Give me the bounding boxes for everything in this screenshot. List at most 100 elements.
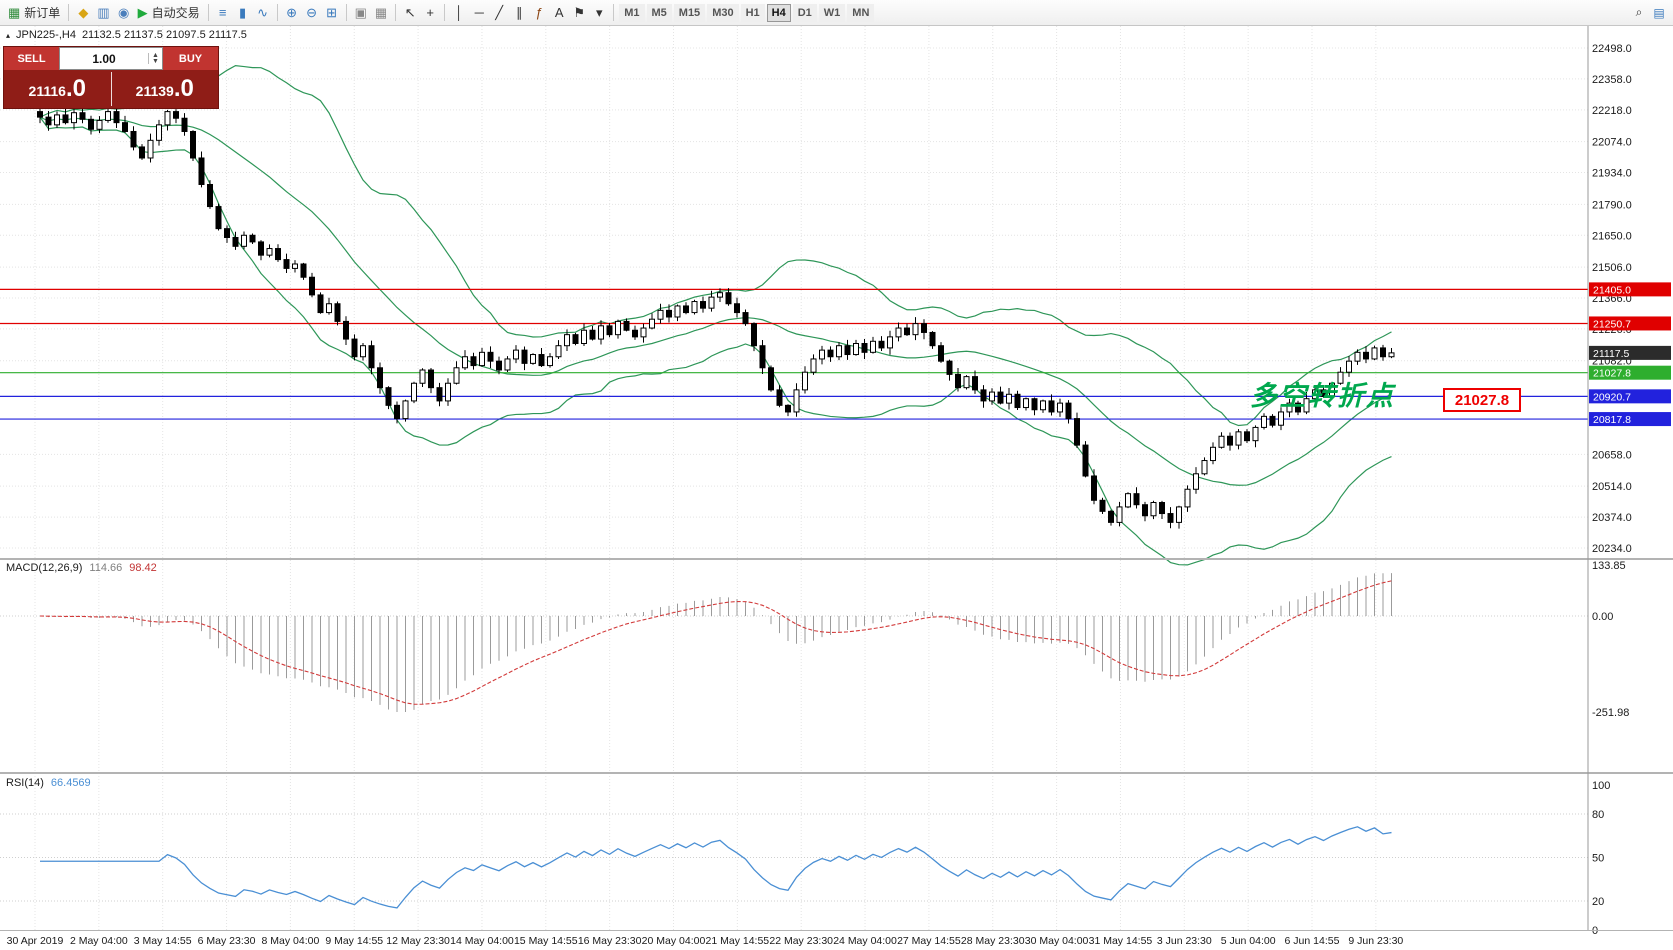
shapes-dropdown-button[interactable]: ▾ bbox=[589, 3, 609, 23]
new-order-button[interactable]: ▦ 新订单 bbox=[4, 3, 64, 23]
candle bbox=[62, 114, 69, 124]
cascade-windows-button[interactable]: ▣ bbox=[351, 3, 371, 23]
arrange-windows-button[interactable]: ▦ bbox=[371, 3, 391, 23]
candle bbox=[207, 183, 213, 208]
candle bbox=[300, 263, 307, 278]
candle bbox=[351, 338, 358, 358]
vertical-line-icon: │ bbox=[455, 5, 464, 20]
hline-price-tag-text: 21250.7 bbox=[1593, 318, 1631, 330]
timeframe-button-m15[interactable]: M15 bbox=[673, 3, 706, 22]
candle bbox=[411, 382, 417, 402]
navigator-button[interactable]: ◉ bbox=[114, 3, 134, 23]
candle bbox=[1040, 400, 1046, 411]
candle bbox=[343, 320, 349, 340]
sell-button[interactable]: SELL bbox=[4, 47, 59, 70]
candlestick-chart-button[interactable]: ▮ bbox=[233, 3, 253, 23]
candle bbox=[895, 327, 902, 338]
timeframe-button-h1[interactable]: H1 bbox=[740, 3, 765, 22]
zoom-out-button[interactable]: ⊖ bbox=[302, 3, 322, 23]
candle bbox=[173, 111, 179, 119]
current-price-tag bbox=[1589, 345, 1671, 360]
top-toolbar: ▦ 新订单 ◆ ▥ ◉ ▶ 自动交易 ≡ ▮ ∿ ⊕ ⊖ ⊞ ▣ ▦ ↖ + │ ─ ╱ ∥ ƒ A ⚑ ▾ M1 M5 M15 M30… bbox=[0, 0, 1673, 26]
candle bbox=[572, 334, 579, 344]
volume-input[interactable]: 1.00 ▲ ▼ bbox=[59, 47, 163, 70]
autotrade-button[interactable]: ▶ 自动交易 bbox=[134, 3, 204, 23]
timeframe-button-m30[interactable]: M30 bbox=[707, 3, 739, 22]
channel-button[interactable]: ∥ bbox=[509, 3, 529, 23]
candle bbox=[215, 206, 222, 230]
search-button[interactable]: ⌕ bbox=[1629, 3, 1649, 23]
candle bbox=[462, 356, 468, 369]
candle bbox=[445, 382, 451, 402]
crosshair-button[interactable]: + bbox=[420, 3, 440, 23]
candle bbox=[912, 323, 919, 336]
candle bbox=[122, 122, 128, 132]
candle bbox=[1023, 398, 1029, 409]
candle bbox=[521, 349, 528, 364]
candle bbox=[479, 351, 485, 367]
trendline-button[interactable]: ╱ bbox=[489, 3, 509, 23]
volume-down-icon[interactable]: ▼ bbox=[152, 57, 159, 65]
buy-button[interactable]: BUY bbox=[163, 47, 218, 70]
candle bbox=[929, 331, 936, 347]
candle bbox=[266, 248, 273, 256]
candle bbox=[385, 387, 392, 406]
panel-splitter[interactable] bbox=[0, 772, 1673, 774]
channel-icon: ∥ bbox=[515, 5, 523, 20]
tile-windows-button[interactable]: ⊞ bbox=[322, 3, 342, 23]
fibonacci-button[interactable]: ƒ bbox=[529, 3, 549, 23]
candle bbox=[725, 292, 732, 305]
candle bbox=[1184, 488, 1191, 508]
candle bbox=[326, 303, 332, 314]
macd-axis-label: 133.85 bbox=[1592, 560, 1626, 572]
candle bbox=[283, 259, 290, 269]
buy-price[interactable]: 21139.0 bbox=[135, 75, 194, 102]
sell-price[interactable]: 21116.0 bbox=[28, 75, 86, 102]
candle bbox=[921, 323, 927, 333]
line-chart-button[interactable]: ∿ bbox=[253, 3, 273, 23]
panel-splitter[interactable] bbox=[0, 558, 1673, 560]
hline-price-tag-text: 20817.8 bbox=[1593, 414, 1631, 426]
text-button[interactable]: A bbox=[549, 3, 569, 23]
candle bbox=[470, 356, 477, 367]
price-axis-label: 21934.0 bbox=[1592, 168, 1632, 180]
chart-annotation-text[interactable]: 多空转折点 bbox=[1250, 381, 1395, 411]
candle bbox=[1091, 475, 1097, 501]
candle bbox=[1065, 402, 1072, 420]
candle bbox=[946, 360, 953, 375]
horizontal-line-button[interactable]: ─ bbox=[469, 3, 489, 23]
zoom-in-button[interactable]: ⊕ bbox=[282, 3, 302, 23]
candle bbox=[887, 336, 893, 349]
macd-signal-line bbox=[39, 580, 1392, 705]
data-window-button[interactable]: ▥ bbox=[93, 3, 113, 23]
candle bbox=[156, 124, 162, 141]
marketwatch-button[interactable]: ◆ bbox=[73, 3, 93, 23]
timeframe-button-m1[interactable]: M1 bbox=[619, 3, 645, 22]
candle bbox=[1252, 426, 1259, 442]
timeframe-button-h4[interactable]: H4 bbox=[766, 3, 791, 22]
timeframe-button-d1[interactable]: D1 bbox=[792, 3, 817, 22]
candle bbox=[623, 320, 630, 331]
price-axis-label: 22358.0 bbox=[1592, 74, 1632, 86]
candle bbox=[734, 303, 740, 314]
candle bbox=[955, 373, 961, 389]
timeframe-button-m5[interactable]: M5 bbox=[646, 3, 672, 22]
label-button[interactable]: ⚑ bbox=[569, 3, 589, 23]
bar-chart-button[interactable]: ≡ bbox=[213, 3, 233, 23]
candle bbox=[190, 130, 196, 159]
candle bbox=[113, 111, 120, 124]
candle bbox=[742, 312, 749, 325]
timeframe-button-w1[interactable]: W1 bbox=[818, 3, 846, 22]
vertical-line-button[interactable]: │ bbox=[449, 3, 469, 23]
new-chart-button[interactable]: ▤ bbox=[1649, 3, 1669, 23]
candle bbox=[54, 114, 60, 126]
text-icon: A bbox=[554, 5, 564, 20]
timeframe-button-mn[interactable]: MN bbox=[847, 3, 875, 22]
volume-value[interactable]: 1.00 bbox=[92, 51, 116, 66]
price-callout-label[interactable]: 21027.8 bbox=[1443, 388, 1521, 412]
volume-up-icon[interactable]: ▲ bbox=[152, 52, 159, 59]
time-axis-label: 16 May 23:30 bbox=[578, 935, 642, 947]
cursor-button[interactable]: ↖ bbox=[400, 3, 420, 23]
candle bbox=[360, 345, 366, 358]
